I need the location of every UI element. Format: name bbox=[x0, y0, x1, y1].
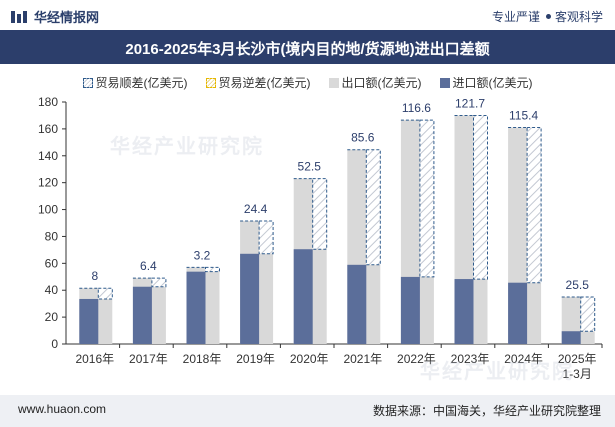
import-bar bbox=[79, 298, 99, 344]
import-bar bbox=[508, 282, 528, 344]
import-bar bbox=[186, 271, 206, 344]
surplus-data-label: 25.5 bbox=[566, 278, 590, 292]
x-tick-label: 2020年 bbox=[290, 352, 329, 366]
tagline-left: 专业严谨 bbox=[491, 10, 540, 24]
surplus-bar bbox=[473, 114, 488, 280]
x-tick-label: 1-3月 bbox=[563, 367, 592, 381]
y-tick-label: 0 bbox=[51, 337, 58, 351]
chart-title: 2016-2025年3月长沙市(境内目的地/货源地)进出口差额 bbox=[125, 41, 490, 58]
surplus-data-label: 116.6 bbox=[402, 101, 431, 115]
title-bar: 2016-2025年3月长沙市(境内目的地/货源地)进出口差额 bbox=[0, 30, 615, 64]
surplus-bar bbox=[151, 277, 167, 288]
surplus-bar bbox=[97, 287, 113, 300]
import-bar bbox=[561, 331, 581, 344]
legend-label-import: 进口额(亿美元) bbox=[452, 76, 533, 90]
surplus-bar bbox=[526, 127, 542, 284]
surplus-bar bbox=[312, 178, 328, 250]
plot-area: 0 20 40 60 80 100 120 140 160 180 8 2016年 6.4 2017年 3.… bbox=[38, 95, 603, 381]
legend-swatch-export bbox=[328, 77, 339, 88]
legend-label-surplus: 贸易顺差(亿美元) bbox=[95, 76, 188, 90]
y-tick-label: 60 bbox=[45, 256, 59, 270]
import-bar bbox=[454, 279, 474, 344]
import-bar bbox=[240, 253, 260, 344]
y-tick-label: 100 bbox=[38, 203, 58, 217]
surplus-bar bbox=[365, 149, 381, 266]
legend-label-deficit: 贸易逆差(亿美元) bbox=[218, 76, 311, 90]
legend-item-surplus: 贸易顺差(亿美元) bbox=[82, 74, 188, 91]
x-tick-label: 2016年 bbox=[75, 352, 114, 366]
x-tick-label: 2019年 bbox=[236, 352, 275, 366]
footer-site: www.huaon.com bbox=[18, 402, 107, 416]
surplus-data-label: 24.4 bbox=[244, 202, 268, 216]
huajing-logo-icon bbox=[11, 10, 27, 23]
y-tick-label: 180 bbox=[38, 95, 58, 109]
watermark: 华经产业研究院 bbox=[110, 136, 264, 158]
surplus-bar bbox=[419, 119, 435, 278]
surplus-bar bbox=[580, 296, 596, 332]
footer-source: 数据来源：中国海关，华经产业研究院整理 bbox=[372, 404, 601, 418]
x-tick-label: 2017年 bbox=[129, 352, 168, 366]
surplus-bar bbox=[205, 266, 220, 273]
surplus-data-label: 121.7 bbox=[455, 96, 485, 110]
bar-chart: 0 20 40 60 80 100 120 140 160 180 8 2016年 6.4 2017年 3.… bbox=[38, 95, 603, 381]
y-tick-label: 40 bbox=[45, 283, 59, 297]
tagline: 专业严谨 客观科学 bbox=[492, 8, 603, 25]
y-tick-label: 80 bbox=[45, 229, 59, 243]
import-bar bbox=[293, 249, 313, 344]
top-bar: 华经情报网 专业严谨 客观科学 bbox=[0, 0, 615, 30]
legend-item-export: 出口额(亿美元) bbox=[328, 74, 422, 91]
legend-swatch-surplus bbox=[82, 77, 93, 88]
legend-label-export: 出口额(亿美元) bbox=[341, 76, 422, 90]
import-bar bbox=[400, 276, 420, 344]
import-bar bbox=[132, 286, 152, 344]
tagline-dot-icon bbox=[545, 14, 551, 19]
x-tick-label: 2021年 bbox=[343, 352, 382, 366]
surplus-data-label: 52.5 bbox=[298, 160, 322, 174]
chart-legend: 贸易顺差(亿美元) 贸易逆差(亿美元) 出口额(亿美元) 进口额(亿美元) bbox=[0, 74, 615, 91]
legend-item-deficit: 贸易逆差(亿美元) bbox=[205, 74, 311, 91]
surplus-data-label: 8 bbox=[91, 269, 98, 283]
x-tick-label: 2022年 bbox=[397, 352, 436, 366]
surplus-data-label: 3.2 bbox=[194, 248, 211, 262]
x-tick-label: 2018年 bbox=[183, 352, 222, 366]
brand: 华经情报网 bbox=[10, 7, 99, 26]
surplus-bar bbox=[258, 220, 274, 255]
legend-item-import: 进口额(亿美元) bbox=[439, 74, 533, 91]
x-tick-label: 2023年 bbox=[451, 352, 490, 366]
import-bar bbox=[347, 264, 367, 344]
y-tick-label: 140 bbox=[38, 149, 58, 163]
x-tick-label: 2024年 bbox=[504, 352, 543, 366]
surplus-data-label: 85.6 bbox=[351, 131, 375, 145]
x-tick-label: 2025年 bbox=[558, 352, 597, 366]
surplus-data-label: 6.4 bbox=[140, 259, 157, 273]
legend-swatch-deficit bbox=[205, 77, 216, 88]
brand-name: 华经情报网 bbox=[34, 10, 100, 25]
tagline-right: 客观科学 bbox=[554, 10, 603, 24]
y-tick-label: 160 bbox=[38, 122, 58, 136]
footer: www.huaon.com 数据来源：中国海关，华经产业研究院整理 bbox=[0, 395, 615, 427]
watermark: 华经产业研究院 bbox=[420, 361, 574, 383]
y-tick-label: 120 bbox=[38, 176, 58, 190]
surplus-data-label: 115.4 bbox=[509, 109, 538, 123]
y-tick-label: 20 bbox=[45, 310, 59, 324]
legend-swatch-import bbox=[439, 77, 450, 88]
